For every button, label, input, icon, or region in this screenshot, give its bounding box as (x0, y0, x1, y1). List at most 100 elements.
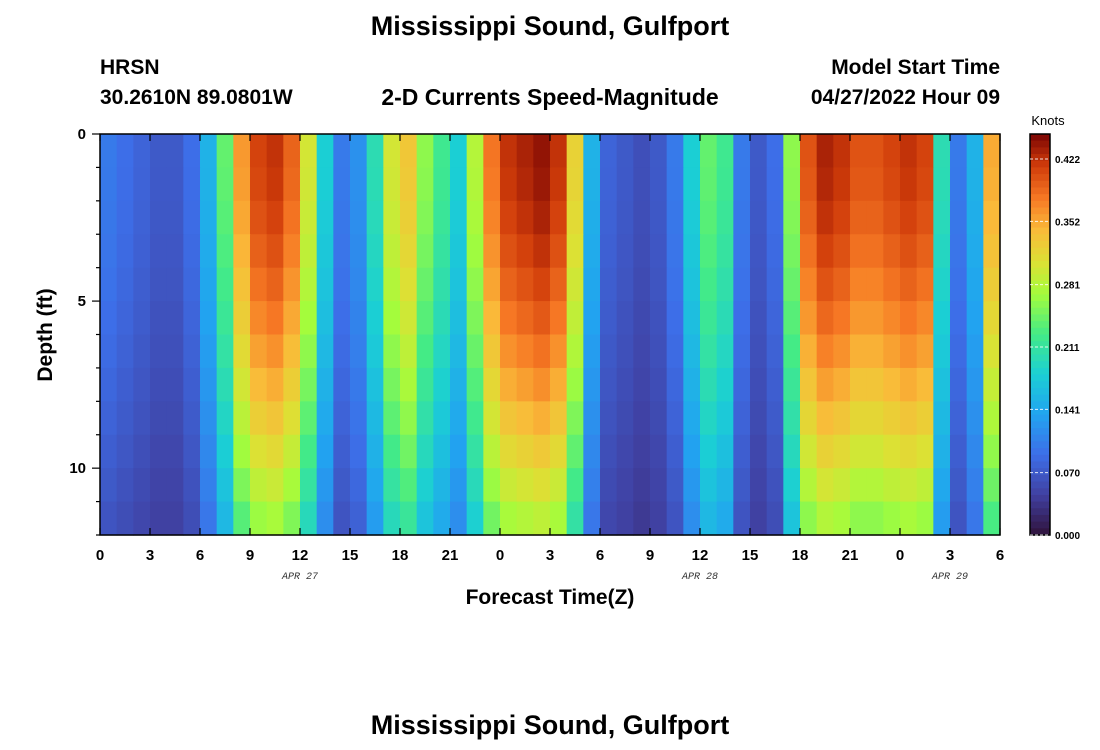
heatmap-cell (116, 401, 134, 436)
heatmap-cell (766, 267, 784, 302)
x-date-label: APR 29 (931, 572, 968, 583)
heatmap-cell (616, 267, 634, 302)
heatmap-cell (466, 468, 484, 503)
heatmap-cell (766, 401, 784, 436)
heatmap-cell (900, 200, 918, 235)
x-tick-label: 21 (842, 547, 859, 564)
heatmap-cell (350, 401, 368, 436)
colorbar-segment (1030, 240, 1050, 249)
heatmap-cell (850, 434, 868, 469)
heatmap-cell (250, 134, 268, 169)
colorbar-segment (1030, 187, 1050, 195)
x-tick-label: 0 (96, 547, 104, 564)
heatmap-cell (650, 167, 668, 202)
heatmap-cell (733, 234, 751, 269)
heatmap-cell (616, 301, 634, 336)
x-tick-label: 3 (146, 547, 154, 564)
x-tick-label: 15 (342, 547, 359, 564)
heatmap-cell (483, 367, 501, 402)
heatmap-cell (433, 301, 451, 336)
heatmap-cell (666, 167, 684, 202)
heatmap-cell (850, 200, 868, 235)
heatmap-cell (650, 434, 668, 469)
heatmap-cell (500, 501, 518, 536)
heatmap-cell (850, 234, 868, 269)
heatmap-cell (783, 267, 801, 302)
heatmap-cell (900, 434, 918, 469)
heatmap-cell (733, 401, 751, 436)
heatmap-cell (916, 434, 934, 469)
heatmap-cell (266, 267, 284, 302)
colorbar-segment (1030, 234, 1050, 242)
heatmap-cell (350, 267, 368, 302)
heatmap-cell (650, 401, 668, 436)
heatmap-cell (316, 334, 334, 369)
heatmap-cell (833, 234, 851, 269)
heatmap-cell (533, 134, 551, 169)
heatmap-cell (333, 301, 351, 336)
page-title: Mississippi Sound, Gulfport (370, 11, 730, 41)
colorbar-segment (1030, 267, 1050, 275)
heatmap-cell (750, 301, 768, 336)
heatmap-cell (550, 334, 568, 369)
heatmap-cell (516, 301, 534, 336)
heatmap-cell (933, 200, 951, 235)
heatmap-cell (783, 468, 801, 503)
x-tick-label: 0 (496, 547, 504, 564)
heatmap-cell (533, 334, 551, 369)
heatmap-cell (766, 134, 784, 169)
heatmap-cell (500, 167, 518, 202)
heatmap-cell (716, 200, 734, 235)
colorbar-segment (1030, 314, 1050, 322)
heatmap-cell (933, 468, 951, 503)
heatmap-cell (866, 501, 884, 536)
x-tick-label: 0 (896, 547, 904, 564)
heatmap-cell (800, 167, 818, 202)
colorbar-segment (1030, 434, 1050, 443)
heatmap-cell (683, 468, 701, 503)
heatmap-cell (266, 334, 284, 369)
colorbar: 0.000 0.070 0.141 0.211 0.281 0.352 0.422 (1029, 133, 1080, 542)
heatmap-cell (133, 434, 151, 469)
heatmap-cell (350, 434, 368, 469)
heatmap-cell (466, 301, 484, 336)
heatmap-cell (150, 167, 168, 202)
heatmap-cell (666, 401, 684, 436)
heatmap-cell (350, 234, 368, 269)
colorbar-segment (1030, 247, 1050, 255)
heatmap-cell (766, 301, 784, 336)
heatmap-cell (350, 367, 368, 402)
heatmap-cell (866, 334, 884, 369)
heatmap-cell (566, 501, 584, 536)
heatmap-cell (666, 301, 684, 336)
heatmap-cell (516, 468, 534, 503)
heatmap-cell (583, 134, 601, 169)
colorbar-segment (1030, 341, 1050, 349)
heatmap-cell (900, 367, 918, 402)
heatmap-cell (400, 501, 418, 536)
heatmap-cell (966, 434, 984, 469)
heatmap-cell (283, 200, 301, 235)
heatmap-cell (800, 234, 818, 269)
heatmap-cell (816, 401, 834, 436)
x-tick-label: 6 (996, 547, 1004, 564)
heatmap-cell (733, 501, 751, 536)
colorbar-segment (1030, 134, 1050, 142)
heatmap-cell (866, 401, 884, 436)
heatmap-cell (266, 200, 284, 235)
heatmap-cell (233, 401, 251, 436)
heatmap-cell (200, 434, 218, 469)
heatmap-cell (550, 401, 568, 436)
heatmap-cell (250, 501, 268, 536)
heatmap-cell (683, 501, 701, 536)
heatmap-cell (833, 434, 851, 469)
heatmap-cell (433, 134, 451, 169)
heatmap-cell (600, 167, 618, 202)
heatmap-cell (133, 134, 151, 169)
heatmap-cell (733, 200, 751, 235)
heatmap-cell (683, 434, 701, 469)
heatmap-cell (616, 167, 634, 202)
heatmap-cell (266, 434, 284, 469)
heatmap-cell (650, 367, 668, 402)
heatmap-cell (400, 468, 418, 503)
